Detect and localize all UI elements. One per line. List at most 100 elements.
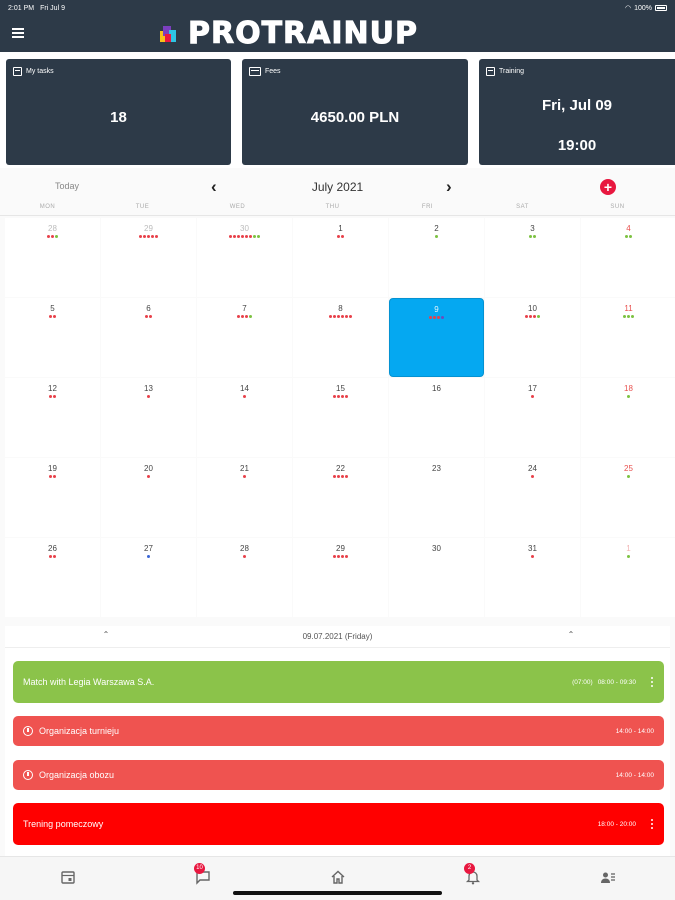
day-number: 24 xyxy=(528,464,537,473)
day-cell[interactable]: 11 xyxy=(581,298,675,377)
alarm-icon xyxy=(23,770,33,780)
tab-contacts[interactable] xyxy=(600,869,616,885)
day-cell[interactable]: 27 xyxy=(101,538,196,617)
day-cell[interactable]: 1 xyxy=(581,538,675,617)
my-tasks-card[interactable]: My tasks 18 xyxy=(6,59,231,165)
event-dot xyxy=(243,395,246,398)
day-cell[interactable]: 6 xyxy=(101,298,196,377)
more-options-icon[interactable] xyxy=(650,676,654,688)
day-cell[interactable]: 19 xyxy=(5,458,100,537)
battery-percent: 100% xyxy=(634,4,652,12)
day-cell[interactable]: 29 xyxy=(293,538,388,617)
day-cell[interactable]: 15 xyxy=(293,378,388,457)
today-button[interactable]: Today xyxy=(55,181,80,191)
day-cell[interactable]: 5 xyxy=(5,298,100,377)
day-number: 9 xyxy=(434,305,439,314)
event-dots xyxy=(390,316,483,319)
more-options-icon[interactable] xyxy=(650,818,654,830)
money-icon xyxy=(249,67,261,76)
day-cell[interactable]: 31 xyxy=(485,538,580,617)
day-cell[interactable]: 17 xyxy=(485,378,580,457)
event-dot xyxy=(155,235,158,238)
day-cell[interactable]: 24 xyxy=(485,458,580,537)
collapse-up-icon[interactable]: ⌃ xyxy=(102,630,110,639)
day-cell[interactable]: 20 xyxy=(101,458,196,537)
event-dots xyxy=(293,315,388,318)
event-item[interactable]: Organizacja obozu 14:00 - 14:00 xyxy=(13,760,664,790)
event-item[interactable]: Match with Legia Warszawa S.A. (07:00) 08:… xyxy=(13,661,664,703)
next-month-chevron-icon[interactable]: › xyxy=(446,177,452,196)
event-dot xyxy=(337,315,340,318)
event-dot xyxy=(537,315,540,318)
day-cell[interactable]: 30 xyxy=(197,218,292,297)
day-cell[interactable]: 21 xyxy=(197,458,292,537)
event-dot xyxy=(529,315,532,318)
weekday-label: FRI xyxy=(421,204,434,210)
expand-up-icon[interactable]: ⌃ xyxy=(567,630,575,639)
weekday-label: SAT xyxy=(516,204,529,210)
event-item[interactable]: Trening pomeczowy 18:00 - 20:00 xyxy=(13,803,664,845)
weekday-label: TUE xyxy=(135,204,150,210)
event-dot xyxy=(337,555,340,558)
day-cell[interactable]: 4 xyxy=(581,218,675,297)
day-number: 22 xyxy=(336,464,345,473)
day-cell[interactable]: 26 xyxy=(5,538,100,617)
weekday-label: MON xyxy=(39,204,56,210)
day-cell[interactable]: 14 xyxy=(197,378,292,457)
tab-chat[interactable]: 10 xyxy=(194,863,211,885)
month-label: July 2021 xyxy=(311,180,364,194)
event-dot xyxy=(529,235,532,238)
day-cell[interactable]: 30 xyxy=(389,538,484,617)
tab-calendar[interactable] xyxy=(60,869,76,885)
prev-month-chevron-icon[interactable]: ‹ xyxy=(211,177,217,196)
event-dot xyxy=(429,316,432,319)
hamburger-menu-icon[interactable] xyxy=(12,28,24,38)
event-dots xyxy=(485,235,580,238)
day-number: 11 xyxy=(624,304,633,313)
day-cell[interactable]: 12 xyxy=(5,378,100,457)
event-time: 18:00 - 20:00 xyxy=(598,821,636,828)
event-dot xyxy=(625,235,628,238)
event-item[interactable]: Organizacja turnieju 14:00 - 14:00 xyxy=(13,716,664,746)
day-cell[interactable]: 28 xyxy=(5,218,100,297)
day-cell[interactable]: 25 xyxy=(581,458,675,537)
training-card[interactable]: Training Fri, Jul 09 19:00 xyxy=(479,59,675,165)
day-number: 7 xyxy=(242,304,247,313)
calendar-icon xyxy=(61,871,75,884)
event-dots xyxy=(581,475,675,478)
event-dot xyxy=(249,235,252,238)
day-cell[interactable]: 10 xyxy=(485,298,580,377)
day-cell[interactable]: 22 xyxy=(293,458,388,537)
day-cell[interactable]: 3 xyxy=(485,218,580,297)
add-event-button[interactable]: + xyxy=(600,179,616,195)
event-dots xyxy=(485,475,580,478)
day-cell[interactable]: 28 xyxy=(197,538,292,617)
event-time-prefix: (07:00) xyxy=(572,678,593,686)
day-cell[interactable]: 29 xyxy=(101,218,196,297)
tab-notifications[interactable]: 2 xyxy=(464,863,481,885)
event-dot xyxy=(147,395,150,398)
tab-home[interactable] xyxy=(330,869,346,885)
day-cell[interactable]: 13 xyxy=(101,378,196,457)
event-time-range: 18:00 - 20:00 xyxy=(597,820,636,828)
event-dot xyxy=(147,235,150,238)
day-cell[interactable]: 18 xyxy=(581,378,675,457)
event-dot xyxy=(147,555,150,558)
event-dot xyxy=(433,316,436,319)
event-dots xyxy=(197,395,292,398)
day-cell-selected[interactable]: 9 xyxy=(389,298,484,377)
fees-card[interactable]: Fees 4650.00 PLN xyxy=(242,59,468,165)
event-dots xyxy=(293,235,388,238)
day-cell[interactable]: 23 xyxy=(389,458,484,537)
day-number: 28 xyxy=(48,224,57,233)
day-cell[interactable]: 7 xyxy=(197,298,292,377)
day-cell[interactable]: 16 xyxy=(389,378,484,457)
day-cell[interactable]: 1 xyxy=(293,218,388,297)
month-grid: 28 29 30 1 2 3 4 5 6 7 8 9 10 11 12 13 14 15 16 17 18 19 20 21 2… xyxy=(5,218,675,618)
day-cell[interactable]: 2 xyxy=(389,218,484,297)
day-cell[interactable]: 8 xyxy=(293,298,388,377)
event-dot xyxy=(53,395,56,398)
status-time: 2:01 PM xyxy=(8,4,35,12)
event-dot xyxy=(441,316,444,319)
event-dots xyxy=(389,235,484,238)
